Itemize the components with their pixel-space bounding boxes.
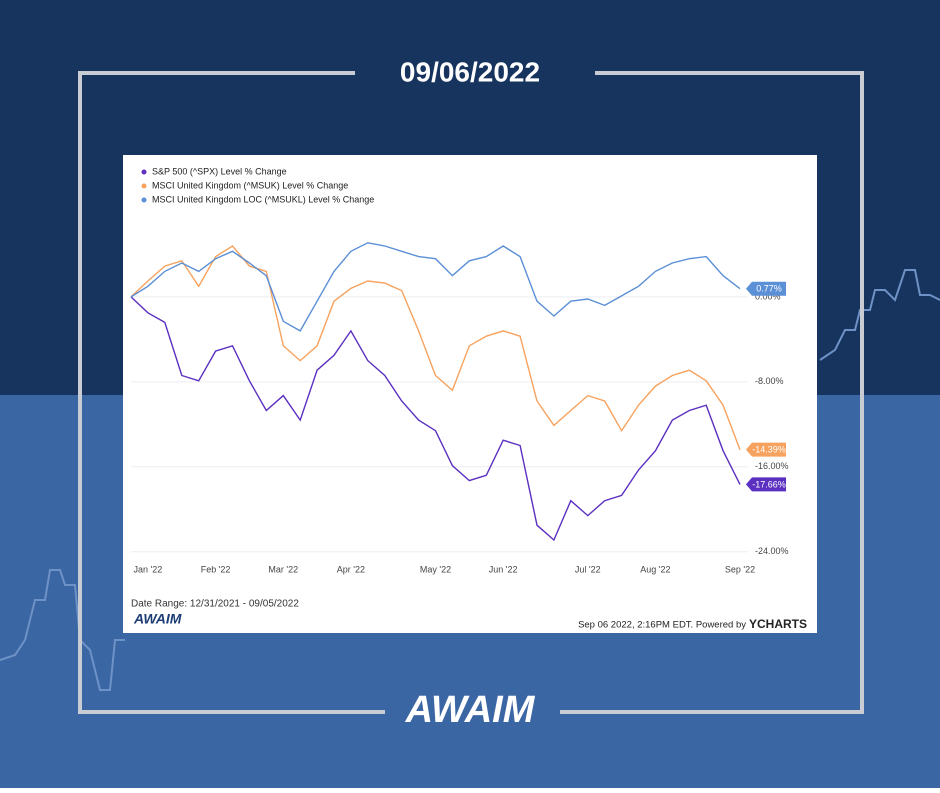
frame	[560, 71, 864, 714]
x-tick-label: Feb '22	[201, 564, 231, 574]
end-label-tag	[746, 477, 786, 492]
x-tick-label: Jul '22	[575, 564, 601, 574]
legend-label: MSCI United Kingdom LOC (^MSUKL) Level %…	[152, 194, 374, 204]
legend-marker	[141, 183, 147, 189]
x-tick-label: Jun '22	[489, 564, 518, 574]
date-range: Date Range: 12/31/2021 - 09/05/2022	[131, 599, 299, 610]
footer-logo: AWAIM	[405, 689, 536, 731]
legend-label: S&P 500 (^SPX) Level % Change	[152, 166, 287, 176]
x-tick-label: Jan '22	[134, 564, 163, 574]
series-line	[130, 245, 741, 450]
x-tick-label: Aug '22	[640, 564, 670, 574]
decor-line	[819, 269, 940, 361]
legend-label: MSCI United Kingdom (^MSUK) Level % Chan…	[152, 180, 348, 190]
x-tick-label: Apr '22	[337, 564, 365, 574]
y-tick-label: 0.00%	[755, 291, 781, 301]
header-date: 09/06/2022	[400, 56, 540, 87]
y-tick-label: -8.00%	[755, 376, 784, 386]
series-line	[130, 242, 741, 332]
y-tick-label: -16.00%	[755, 461, 789, 471]
legend-marker	[141, 197, 147, 203]
end-label-tag	[746, 281, 786, 296]
chart-card	[123, 155, 817, 633]
frame	[78, 71, 385, 714]
series-line	[130, 296, 741, 542]
end-label: -14.39%	[752, 445, 786, 455]
legend-marker	[141, 169, 147, 175]
y-tick-label: -24.00%	[755, 546, 789, 556]
end-label-tag	[746, 442, 786, 457]
source: YCHARTS	[749, 617, 807, 631]
x-tick-label: Sep '22	[725, 564, 755, 574]
timestamp: Sep 06 2022, 2:16PM EDT. Powered by	[578, 620, 746, 631]
x-tick-label: Mar '22	[268, 564, 298, 574]
x-tick-label: May '22	[420, 564, 451, 574]
card-logo: AWAIM	[133, 611, 182, 627]
decor-line	[0, 569, 125, 691]
end-label: 0.77%	[756, 284, 782, 294]
end-label: -17.66%	[752, 479, 786, 489]
